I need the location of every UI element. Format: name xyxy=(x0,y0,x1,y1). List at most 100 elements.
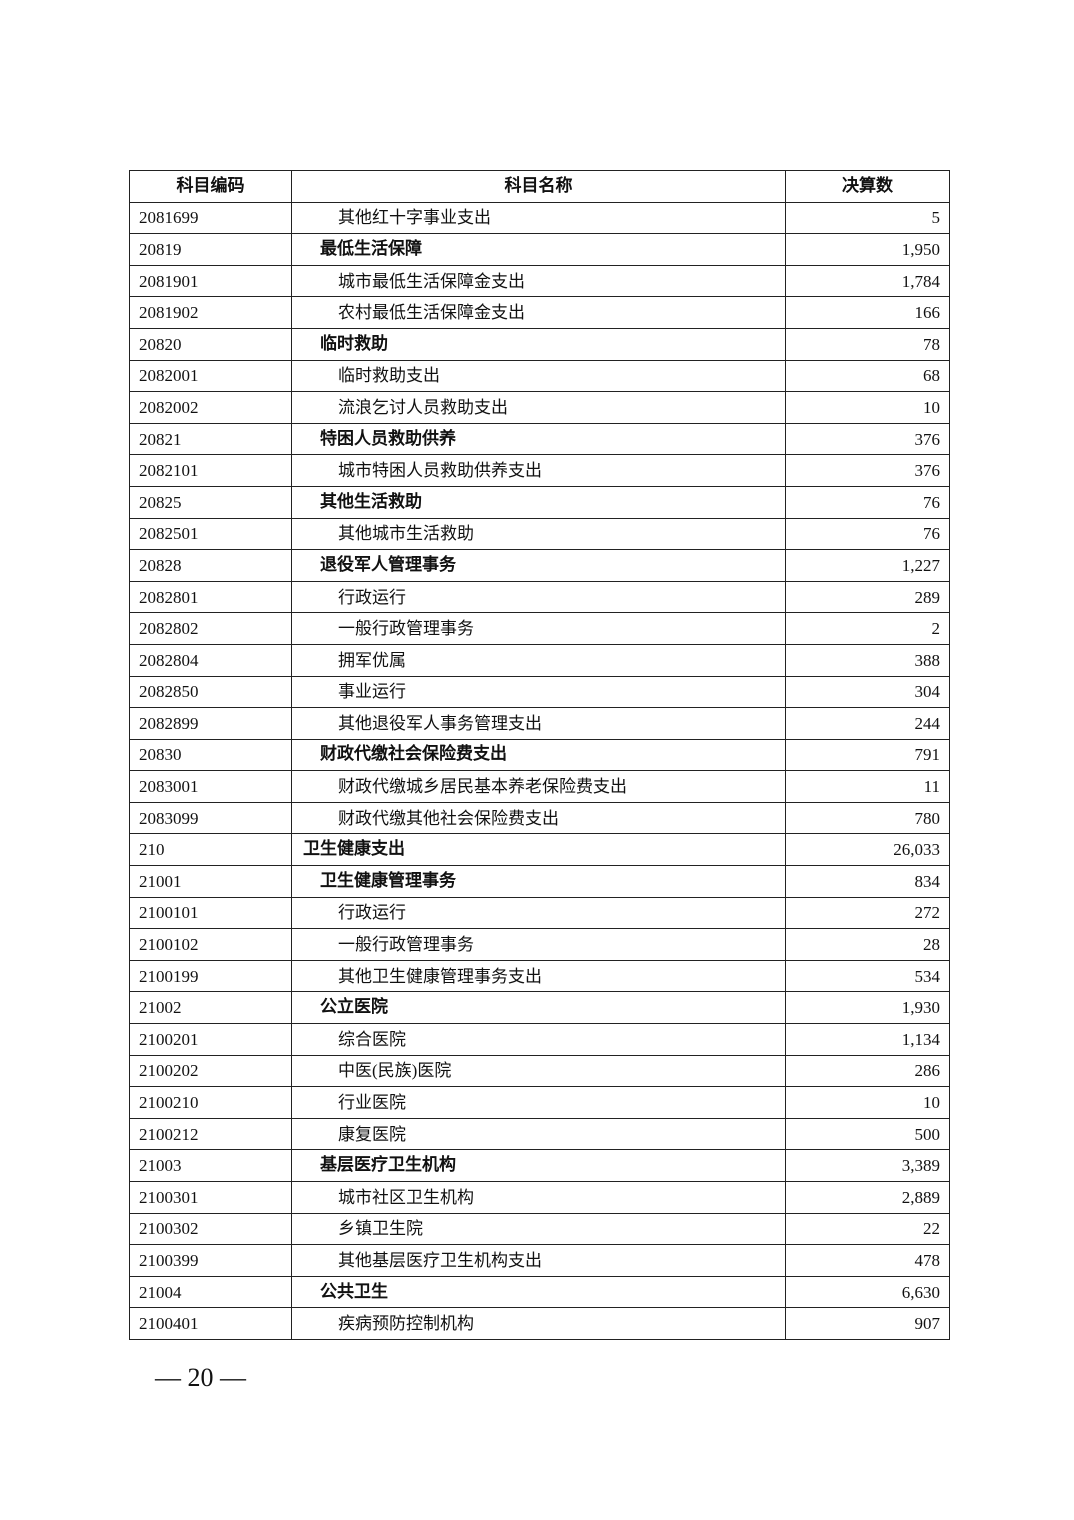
row-value: 2 xyxy=(785,612,950,645)
row-name: 卫生健康管理事务 xyxy=(291,865,786,898)
row-name: 行政运行 xyxy=(291,896,786,930)
row-code: 2100101 xyxy=(129,896,292,930)
row-name: 退役军人管理事务 xyxy=(291,549,786,582)
table-row: 21002 公立医院 1,930 xyxy=(129,991,950,1025)
row-value: 11 xyxy=(785,770,950,803)
table-row: 2083001 财政代缴城乡居民基本养老保险费支出 11 xyxy=(129,770,950,803)
row-code: 2081902 xyxy=(129,296,292,329)
row-value: 68 xyxy=(785,359,950,393)
row-code: 2100102 xyxy=(129,928,292,961)
table-row: 2082804 拥军优属 388 xyxy=(129,643,950,677)
table-row: 2083099 财政代缴其他社会保险费支出 780 xyxy=(129,801,950,835)
row-name: 城市特困人员救助供养支出 xyxy=(291,454,786,487)
row-value: 1,134 xyxy=(785,1023,950,1056)
table-row: 2100201 综合医院 1,134 xyxy=(129,1023,950,1056)
row-value: 6,630 xyxy=(785,1275,950,1309)
row-code: 20820 xyxy=(129,327,292,361)
row-name: 乡镇卫生院 xyxy=(291,1212,786,1246)
row-name: 卫生健康支出 xyxy=(291,833,786,867)
row-code: 2082804 xyxy=(129,643,292,677)
row-value: 272 xyxy=(785,896,950,930)
table-row: 20821 特困人员救助供养 376 xyxy=(129,422,950,456)
row-code: 2100212 xyxy=(129,1117,292,1151)
row-code: 2082001 xyxy=(129,359,292,393)
header-row: 科目编码 科目名称 决算数 xyxy=(129,170,950,203)
row-value: 5 xyxy=(785,201,950,235)
row-code: 2083099 xyxy=(129,801,292,835)
row-value: 907 xyxy=(785,1307,950,1340)
row-code: 21001 xyxy=(129,865,292,898)
row-value: 500 xyxy=(785,1117,950,1151)
row-name: 其他基层医疗卫生机构支出 xyxy=(291,1244,786,1277)
row-code: 20821 xyxy=(129,422,292,456)
row-value: 76 xyxy=(785,517,950,551)
row-value: 2,889 xyxy=(785,1181,950,1214)
header-value: 决算数 xyxy=(785,170,950,203)
row-code: 2100301 xyxy=(129,1181,292,1214)
row-code: 2100399 xyxy=(129,1244,292,1277)
row-code: 20830 xyxy=(129,738,292,772)
budget-table: 科目编码 科目名称 决算数 2081699 其他红十字事业支出 5 20819 最低生活… xyxy=(129,170,950,1340)
page-number: — 20 — xyxy=(155,1363,246,1392)
row-name: 一般行政管理事务 xyxy=(291,928,786,961)
table-row: 21003 基层医疗卫生机构 3,389 xyxy=(129,1149,950,1182)
row-name: 康复医院 xyxy=(291,1117,786,1151)
table-row: 20819 最低生活保障 1,950 xyxy=(129,233,950,266)
row-name: 临时救助支出 xyxy=(291,359,786,393)
row-code: 2081901 xyxy=(129,264,292,298)
row-name: 拥军优属 xyxy=(291,643,786,677)
row-name: 城市最低生活保障金支出 xyxy=(291,264,786,298)
row-value: 791 xyxy=(785,738,950,772)
table-row: 2082101 城市特困人员救助供养支出 376 xyxy=(129,454,950,487)
row-code: 210 xyxy=(129,833,292,867)
table-row: 2100102 一般行政管理事务 28 xyxy=(129,928,950,961)
row-value: 286 xyxy=(785,1054,950,1088)
row-value: 478 xyxy=(785,1244,950,1277)
table-row: 2100212 康复医院 500 xyxy=(129,1117,950,1151)
table-row: 21001 卫生健康管理事务 834 xyxy=(129,865,950,898)
row-name: 临时救助 xyxy=(291,327,786,361)
row-value: 166 xyxy=(785,296,950,329)
table-row: 2082801 行政运行 289 xyxy=(129,580,950,614)
row-name: 疾病预防控制机构 xyxy=(291,1307,786,1340)
row-name: 其他卫生健康管理事务支出 xyxy=(291,959,786,993)
header-code: 科目编码 xyxy=(129,170,292,203)
table-row: 2082899 其他退役军人事务管理支出 244 xyxy=(129,707,950,740)
table-row: 2081699 其他红十字事业支出 5 xyxy=(129,201,950,235)
row-code: 2100210 xyxy=(129,1086,292,1119)
table-row: 2082001 临时救助支出 68 xyxy=(129,359,950,393)
row-code: 2082002 xyxy=(129,391,292,424)
row-value: 304 xyxy=(785,675,950,709)
table-row: 21004 公共卫生 6,630 xyxy=(129,1275,950,1309)
table-row: 2100210 行业医院 10 xyxy=(129,1086,950,1119)
row-value: 1,784 xyxy=(785,264,950,298)
row-value: 10 xyxy=(785,391,950,424)
row-code: 2081699 xyxy=(129,201,292,235)
table-row: 20830 财政代缴社会保险费支出 791 xyxy=(129,738,950,772)
row-name: 中医(民族)医院 xyxy=(291,1054,786,1088)
row-name: 最低生活保障 xyxy=(291,233,786,266)
row-name: 一般行政管理事务 xyxy=(291,612,786,645)
row-code: 2082801 xyxy=(129,580,292,614)
row-code: 20819 xyxy=(129,233,292,266)
table-row: 2082850 事业运行 304 xyxy=(129,675,950,709)
row-name: 流浪乞讨人员救助支出 xyxy=(291,391,786,424)
row-code: 2100201 xyxy=(129,1023,292,1056)
row-value: 1,227 xyxy=(785,549,950,582)
row-code: 2082501 xyxy=(129,517,292,551)
row-code: 2100302 xyxy=(129,1212,292,1246)
row-value: 376 xyxy=(785,454,950,487)
row-code: 20828 xyxy=(129,549,292,582)
row-name: 行业医院 xyxy=(291,1086,786,1119)
table-row: 2100202 中医(民族)医院 286 xyxy=(129,1054,950,1088)
row-name: 其他退役军人事务管理支出 xyxy=(291,707,786,740)
row-name: 综合医院 xyxy=(291,1023,786,1056)
row-value: 26,033 xyxy=(785,833,950,867)
row-code: 2100199 xyxy=(129,959,292,993)
table-row: 2082002 流浪乞讨人员救助支出 10 xyxy=(129,391,950,424)
row-value: 1,950 xyxy=(785,233,950,266)
row-value: 76 xyxy=(785,485,950,519)
row-code: 2082850 xyxy=(129,675,292,709)
row-name: 财政代缴社会保险费支出 xyxy=(291,738,786,772)
row-name: 公立医院 xyxy=(291,991,786,1025)
